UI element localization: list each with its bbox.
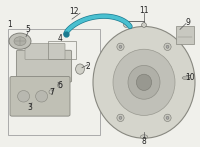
FancyBboxPatch shape: [10, 76, 70, 116]
Ellipse shape: [124, 23, 128, 27]
Ellipse shape: [119, 116, 122, 119]
Ellipse shape: [136, 74, 152, 90]
Text: 1: 1: [8, 20, 12, 30]
Ellipse shape: [164, 43, 171, 50]
Ellipse shape: [113, 49, 175, 115]
Ellipse shape: [117, 114, 124, 122]
Ellipse shape: [14, 37, 26, 46]
Ellipse shape: [182, 76, 190, 80]
Ellipse shape: [76, 64, 84, 74]
FancyBboxPatch shape: [176, 26, 194, 44]
Ellipse shape: [93, 26, 195, 138]
Ellipse shape: [164, 114, 171, 122]
Ellipse shape: [119, 45, 122, 48]
Text: 8: 8: [142, 137, 146, 146]
Text: 11: 11: [139, 6, 149, 15]
Text: 6: 6: [58, 81, 62, 90]
Text: 7: 7: [50, 88, 54, 97]
Ellipse shape: [18, 91, 30, 102]
Ellipse shape: [166, 45, 169, 48]
Ellipse shape: [49, 90, 53, 94]
Ellipse shape: [166, 116, 169, 119]
FancyBboxPatch shape: [16, 50, 72, 82]
Ellipse shape: [9, 33, 31, 49]
Text: 12: 12: [69, 7, 79, 16]
Ellipse shape: [128, 65, 160, 99]
Text: 4: 4: [58, 34, 62, 43]
Text: 3: 3: [28, 103, 32, 112]
FancyBboxPatch shape: [25, 43, 65, 60]
Ellipse shape: [142, 23, 146, 27]
Text: 5: 5: [26, 25, 30, 34]
Text: 2: 2: [86, 62, 90, 71]
Ellipse shape: [36, 91, 48, 102]
Bar: [48, 41, 76, 59]
Ellipse shape: [58, 83, 62, 88]
Bar: [8, 29, 100, 135]
Ellipse shape: [117, 43, 124, 50]
Text: 9: 9: [186, 17, 190, 27]
Ellipse shape: [140, 135, 148, 139]
Text: 10: 10: [185, 73, 195, 82]
